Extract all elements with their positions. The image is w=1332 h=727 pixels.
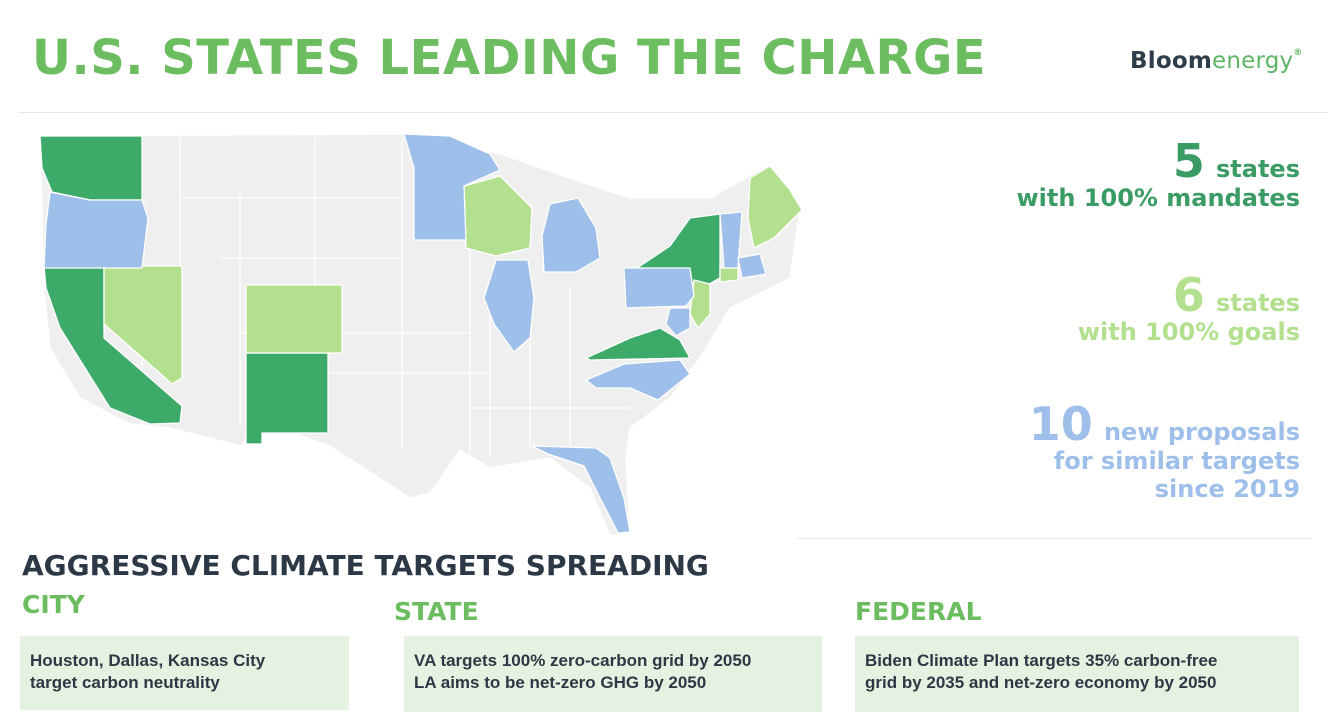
stat-proposals-since: since 2019 — [1154, 475, 1300, 503]
stat-goals-desc: with 100% goals — [1077, 318, 1300, 346]
state-pa — [623, 267, 695, 309]
stat-goals-word: states — [1216, 289, 1300, 317]
state-line-2: LA aims to be net-zero GHG by 2050 — [414, 673, 707, 692]
state-vt — [719, 211, 743, 269]
stats-divider — [798, 538, 1310, 539]
page-title: U.S. STATES LEADING THE CHARGE — [32, 30, 987, 86]
city-line-2: target carbon neutrality — [30, 673, 220, 692]
state-line-1: VA targets 100% zero-carbon grid by 2050 — [414, 651, 752, 670]
state-va — [585, 327, 691, 361]
targets-heading: AGGRESSIVE CLIMATE TARGETS SPREADING — [22, 549, 709, 582]
state-md — [665, 307, 691, 337]
stat-goals: 6 states with 100% goals — [1078, 272, 1300, 346]
stat-proposals: 10 new proposals for similar targets sin… — [1029, 401, 1300, 503]
state-mn — [403, 133, 501, 241]
federal-label: FEDERAL — [855, 597, 982, 626]
city-box: Houston, Dallas, Kansas City target carb… — [20, 636, 349, 710]
stat-proposals-number: 10 — [1028, 397, 1093, 451]
state-label: STATE — [394, 597, 479, 626]
state-mi — [541, 197, 601, 273]
city-line-1: Houston, Dallas, Kansas City — [30, 651, 266, 670]
federal-line-2: grid by 2035 and net-zero economy by 205… — [865, 673, 1217, 692]
header-divider — [18, 112, 1328, 113]
federal-line-1: Biden Climate Plan targets 35% carbon-fr… — [865, 651, 1218, 670]
state-or — [43, 191, 149, 269]
us-mainland — [39, 133, 801, 537]
state-nm — [245, 352, 329, 445]
state-il — [483, 259, 535, 353]
stat-proposals-word: new proposals — [1103, 418, 1300, 446]
state-nv — [103, 265, 183, 385]
stat-proposals-desc: for similar targets — [1053, 447, 1300, 475]
us-states-map — [39, 133, 803, 537]
state-nc — [585, 359, 691, 401]
state-fl — [531, 445, 631, 534]
state-wi — [463, 175, 533, 257]
state-ma — [737, 253, 767, 279]
stat-mandates-number: 5 — [1172, 134, 1205, 188]
stat-mandates-word: states — [1216, 155, 1300, 183]
stat-mandates-desc: with 100% mandates — [1016, 184, 1300, 212]
federal-box: Biden Climate Plan targets 35% carbon-fr… — [855, 636, 1299, 712]
state-wa — [39, 135, 143, 201]
state-box: VA targets 100% zero-carbon grid by 2050… — [404, 636, 822, 712]
stat-goals-number: 6 — [1172, 268, 1205, 322]
state-me — [747, 165, 803, 249]
city-label: CITY — [22, 590, 85, 619]
state-ct — [719, 267, 739, 283]
stat-mandates: 5 states with 100% mandates — [1016, 138, 1300, 212]
bloom-energy-logo: Bloomenergy® — [1130, 48, 1303, 74]
state-co — [245, 284, 343, 354]
state-nj — [689, 279, 711, 329]
